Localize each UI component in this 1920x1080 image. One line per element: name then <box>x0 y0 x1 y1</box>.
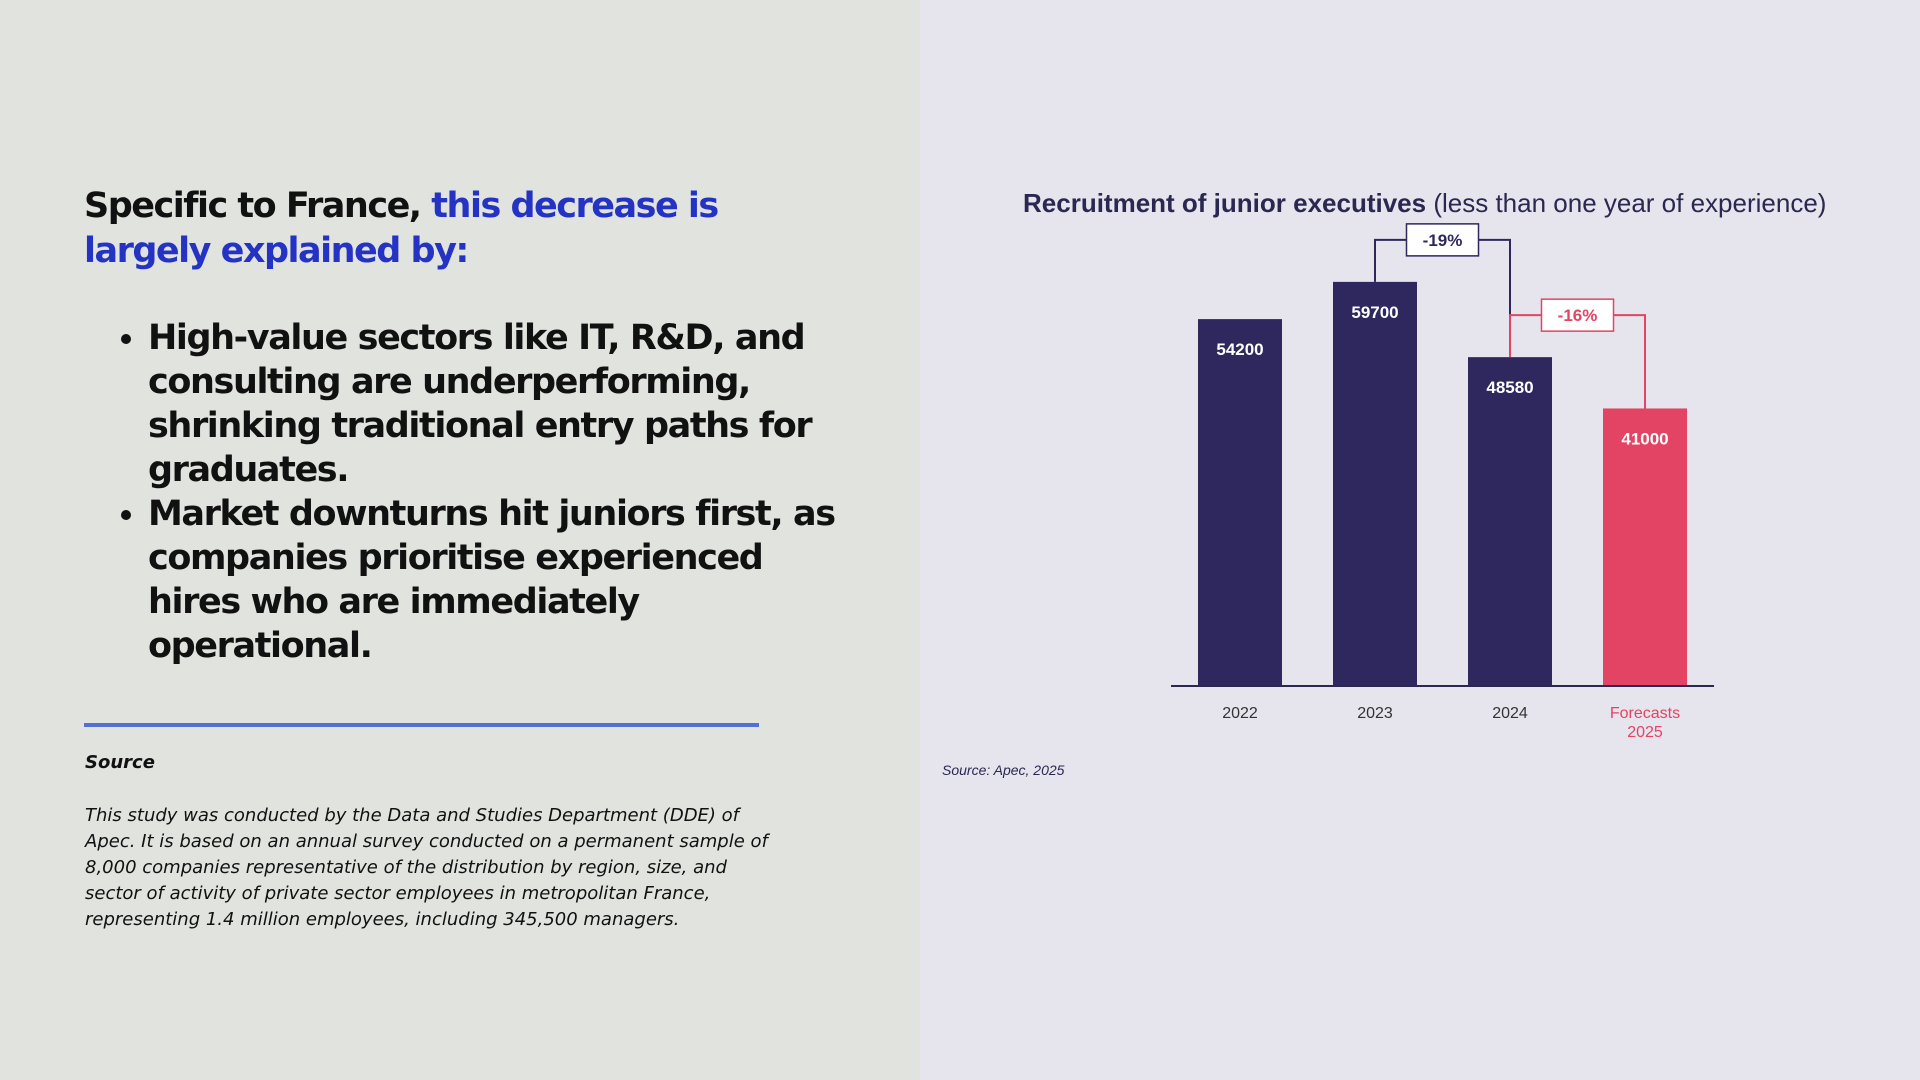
x-tick-label: 2022 <box>1222 705 1258 722</box>
bar-chart: 54200 2022 59700 2023 48580 2024 41000 Forecast… <box>1171 223 1714 741</box>
headline-lead: Specific to France, <box>84 186 422 226</box>
source-title: Source <box>85 752 155 773</box>
left-panel <box>0 0 920 1080</box>
chart-source: Source: Apec, 2025 <box>942 762 1065 778</box>
chart-title-bold: Recruitment of junior executives <box>1023 188 1427 218</box>
bar-value-label: 59700 <box>1351 303 1398 322</box>
x-tick-label: 2024 <box>1492 705 1528 722</box>
headline-accent: this decrease is largely explained by: <box>84 186 719 271</box>
bar <box>1468 357 1552 686</box>
bar-value-label: 54200 <box>1216 340 1263 359</box>
source-text: This study was conducted by the Data and… <box>85 805 768 930</box>
chart-title: Recruitment of junior executives (less t… <box>1023 188 1826 219</box>
change-label-box <box>1540 298 1615 332</box>
x-tick-label: 2023 <box>1357 705 1393 722</box>
change-label: -16% <box>1558 306 1598 325</box>
bullet-item: High-value sectors like IT, R&D, and con… <box>148 316 848 492</box>
bar <box>1603 408 1687 686</box>
change-label: -19% <box>1423 231 1463 250</box>
right-panel <box>920 0 1920 1080</box>
divider <box>84 723 759 727</box>
bar <box>1198 319 1282 686</box>
change-label-box <box>1405 223 1480 257</box>
chart-title-rest: (less than one year of experience) <box>1426 188 1827 218</box>
bar-value-label: 41000 <box>1621 429 1668 448</box>
bullet-item: Market downturns hit juniors first, as c… <box>148 492 848 668</box>
bullet-list: High-value sectors like IT, R&D, and con… <box>112 316 848 668</box>
bar <box>1333 281 1417 686</box>
headline: Specific to France, this decrease is lar… <box>84 184 784 274</box>
bar-value-label: 48580 <box>1486 378 1533 397</box>
x-tick-label: Forecasts 2025 <box>1610 705 1680 741</box>
